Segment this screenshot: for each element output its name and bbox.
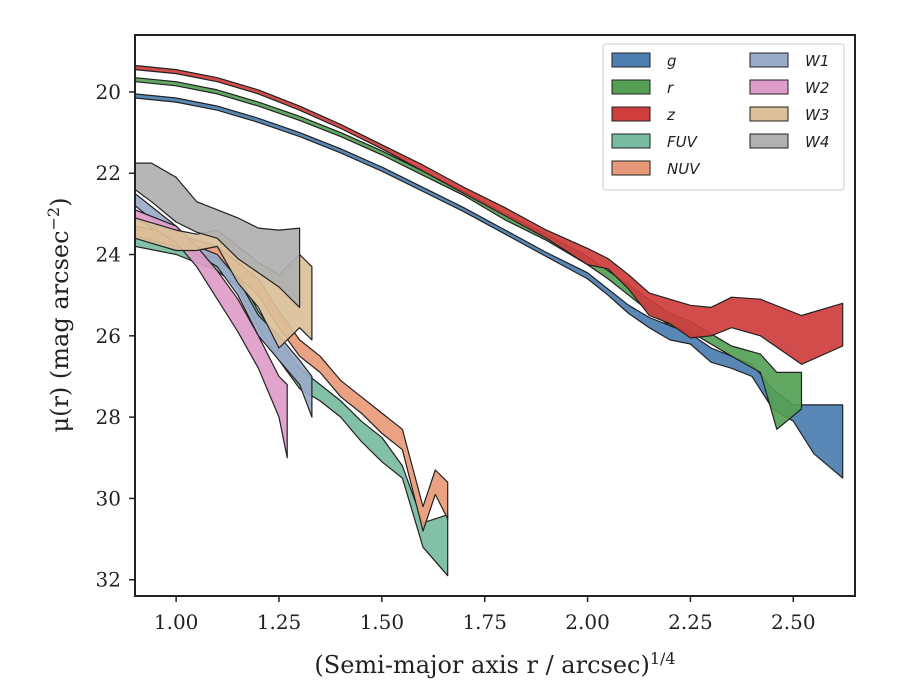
y-tick-label: 26 — [96, 324, 121, 348]
x-tick-label: 1.00 — [154, 610, 199, 634]
legend-label-nuv: NUV — [667, 160, 701, 178]
legend-swatch-fuv — [611, 133, 651, 149]
band-g — [135, 93, 844, 479]
x-tick-label: 2.50 — [771, 610, 816, 634]
y-axis-label: μ(r) (mag arcsec−2) — [44, 198, 75, 433]
legend-label-g: g — [667, 52, 677, 70]
y-tick-label: 22 — [96, 161, 121, 185]
legend-swatch-nuv — [611, 160, 651, 176]
x-tick-label: 1.50 — [360, 610, 405, 634]
y-axis-ticks: 20 22 24 26 28 30 32 — [96, 80, 135, 592]
x-axis-label-exponent: 1/4 — [650, 649, 676, 668]
legend-label-w1: W1 — [805, 52, 829, 70]
legend-swatch-r — [611, 79, 651, 95]
x-axis-label-main: (Semi-major axis r / arcsec) — [314, 651, 649, 679]
legend-swatch-w4 — [749, 133, 789, 149]
x-axis-label: (Semi-major axis r / arcsec)1/4 — [314, 649, 675, 680]
legend-label-w2: W2 — [805, 79, 829, 97]
legend-label-z: z — [666, 106, 676, 124]
band-w4 — [135, 162, 301, 308]
x-tick-label: 1.75 — [462, 610, 507, 634]
legend-label-w4: W4 — [805, 133, 829, 151]
profile-bands — [135, 64, 844, 577]
y-tick-label: 20 — [96, 80, 121, 104]
legend-swatch-g — [611, 52, 651, 68]
y-tick-label: 28 — [96, 405, 121, 429]
x-tick-label: 2.00 — [565, 610, 610, 634]
x-tick-label: 2.25 — [668, 610, 713, 634]
y-axis-label-exponent: −2 — [44, 207, 63, 231]
y-axis-label-main: μ(r) (mag arcsec — [46, 230, 74, 432]
legend-label-fuv: FUV — [667, 133, 699, 151]
x-axis-ticks: 1.00 1.25 1.50 1.75 2.00 2.25 2.50 — [154, 596, 816, 634]
legend-swatch-w2 — [749, 79, 789, 95]
y-tick-label: 32 — [96, 568, 121, 592]
y-tick-label: 24 — [96, 243, 121, 267]
legend: grz FUV NUV W1 W2 W3 W4 — [602, 43, 845, 191]
legend-swatch-z — [611, 106, 651, 122]
y-axis-label-close: ) — [46, 198, 74, 207]
band-z — [135, 64, 844, 365]
plot-frame — [134, 34, 856, 597]
legend-swatch-w3 — [749, 106, 789, 122]
x-tick-label: 1.25 — [257, 610, 302, 634]
legend-swatch-w1 — [749, 52, 789, 68]
band-w2 — [135, 209, 288, 459]
legend-label-r: r — [667, 79, 674, 97]
legend-label-w3: W3 — [805, 106, 829, 124]
y-tick-label: 30 — [96, 486, 121, 510]
